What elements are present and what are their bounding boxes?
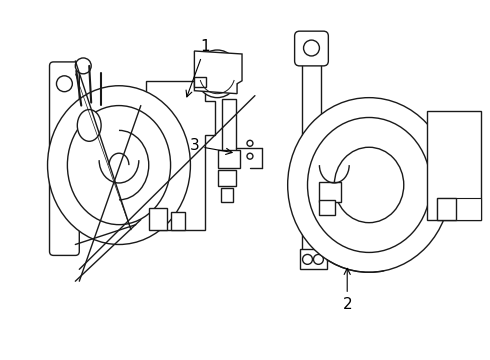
Circle shape xyxy=(303,40,319,56)
Text: 3: 3 xyxy=(190,138,232,154)
Ellipse shape xyxy=(212,69,222,79)
Ellipse shape xyxy=(334,147,404,223)
Ellipse shape xyxy=(204,60,230,88)
Bar xyxy=(301,61,321,264)
Circle shape xyxy=(314,255,323,264)
Ellipse shape xyxy=(48,86,191,244)
Circle shape xyxy=(302,255,313,264)
Bar xyxy=(218,170,236,186)
Circle shape xyxy=(247,153,253,159)
Circle shape xyxy=(247,140,253,146)
Ellipse shape xyxy=(308,117,431,252)
Circle shape xyxy=(75,58,91,74)
Bar xyxy=(218,150,240,168)
Bar xyxy=(427,111,481,220)
Ellipse shape xyxy=(68,105,171,225)
Bar xyxy=(319,200,335,215)
FancyBboxPatch shape xyxy=(294,31,328,66)
Bar xyxy=(299,249,327,269)
Ellipse shape xyxy=(77,109,101,141)
Polygon shape xyxy=(146,81,215,230)
Bar xyxy=(437,198,481,220)
Bar xyxy=(319,182,341,202)
FancyBboxPatch shape xyxy=(49,62,79,255)
Bar xyxy=(195,77,206,87)
Text: 1: 1 xyxy=(186,39,210,97)
Bar xyxy=(149,208,167,230)
Bar xyxy=(222,99,236,163)
Circle shape xyxy=(56,76,73,92)
Polygon shape xyxy=(195,51,242,94)
Bar xyxy=(437,198,456,220)
Bar xyxy=(221,188,233,202)
Bar xyxy=(171,212,185,230)
Ellipse shape xyxy=(288,98,450,272)
Text: 2: 2 xyxy=(343,268,352,312)
Ellipse shape xyxy=(196,50,239,98)
